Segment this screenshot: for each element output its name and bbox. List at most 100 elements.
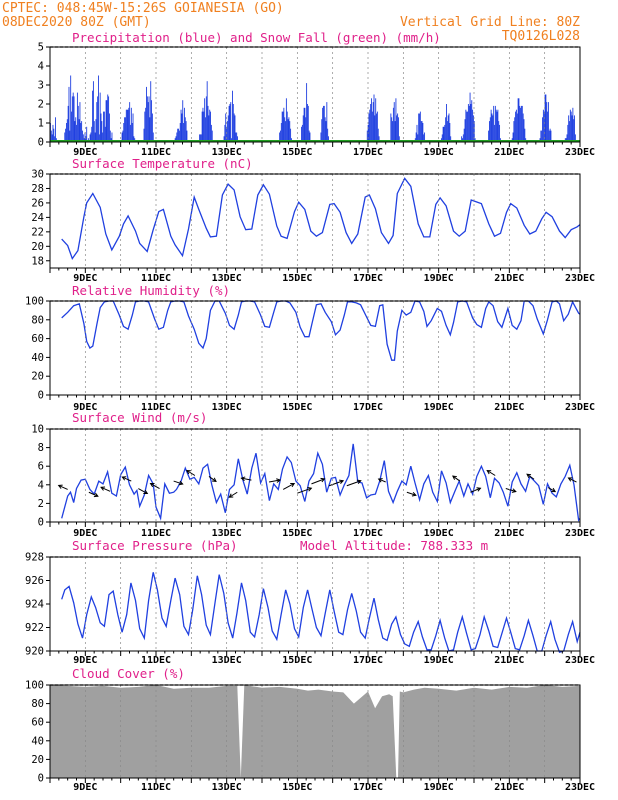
precip-bar	[146, 86, 147, 142]
precip-bar	[420, 121, 422, 142]
precip-bar	[143, 128, 145, 142]
precip-bar	[99, 92, 101, 142]
precip-bar	[152, 132, 154, 142]
precip-bar	[281, 111, 283, 142]
y-tick-label: 2	[38, 99, 44, 111]
panel-temp: Surface Temperature (nC) 18 20 22 24 26 28 30 9D…	[31, 156, 595, 284]
wind-arrow	[268, 478, 282, 483]
wind-arrow-shaft	[311, 478, 325, 485]
wind-arrow	[311, 477, 326, 485]
precip-bar	[70, 75, 72, 142]
precip-bar	[517, 98, 519, 142]
precip-bar	[569, 109, 571, 142]
precip-bar	[98, 75, 99, 142]
wind-arrow-shaft	[328, 480, 344, 487]
precip-bar	[121, 132, 123, 142]
wind-arrow-shaft	[186, 470, 196, 476]
precip-bar	[209, 109, 211, 142]
precip-bar	[574, 115, 576, 142]
x-tick-label: 15DEC	[282, 273, 312, 284]
precip-bar	[73, 96, 75, 142]
precip-bar	[94, 132, 96, 142]
precip-bar	[572, 107, 574, 142]
precip-bar	[514, 117, 516, 142]
wind-arrow-shaft	[138, 488, 148, 494]
precip-bar	[441, 134, 443, 142]
precip-bar	[549, 128, 551, 142]
precip-bar	[449, 123, 451, 142]
precip-bar	[86, 126, 88, 142]
x-tick-label: 17DEC	[353, 147, 383, 158]
precip-bar	[178, 130, 180, 142]
precip-bar	[366, 130, 368, 142]
wind-arrow-shaft	[406, 491, 417, 496]
precip-bar	[398, 136, 400, 142]
precip-bar	[107, 94, 109, 142]
precip-bar	[175, 136, 177, 142]
precip-bar	[512, 132, 514, 142]
y-tick-label: 22	[31, 226, 44, 238]
precip-bar	[183, 107, 185, 142]
x-tick-label: 13DEC	[212, 782, 242, 793]
precip-bar	[371, 111, 373, 142]
precip-bar	[569, 121, 570, 142]
wind-arrow	[228, 491, 238, 498]
precip-bar	[290, 128, 292, 142]
wind-arrow-shaft	[268, 479, 281, 483]
wind-arrow-head	[476, 487, 482, 492]
precip-bar	[67, 105, 69, 142]
precip-bar	[396, 115, 398, 142]
precip-bar	[199, 134, 201, 142]
precip-bar	[92, 90, 94, 142]
precip-bar	[226, 121, 228, 142]
precip-bar	[55, 117, 56, 142]
precip-bar	[71, 111, 72, 142]
wind-arrow	[240, 476, 252, 482]
y-tick-label: 0	[38, 137, 44, 149]
wind-arrow-shaft	[208, 476, 217, 482]
precip-bar	[206, 81, 208, 142]
precip-bar	[325, 121, 327, 142]
y-tick-label: 0	[38, 773, 44, 785]
precip-bar	[547, 111, 549, 142]
precip-bar	[229, 104, 231, 142]
wind-arrow	[547, 487, 557, 493]
x-tick-label: 11DEC	[141, 402, 171, 413]
precip-bar	[151, 100, 153, 142]
panel-title-wind: Surface Wind (m/s)	[72, 410, 207, 425]
precip-bar	[182, 100, 184, 142]
precip-bar	[96, 102, 98, 142]
x-tick-label: 11DEC	[141, 782, 171, 793]
precip-bar	[202, 107, 204, 142]
header-station: CPTEC: 048:45W-15:26S GOIANESIA (GO)	[2, 1, 284, 16]
precip-bar	[146, 96, 148, 142]
precip-bar	[285, 121, 286, 142]
precip-bar	[232, 104, 234, 142]
wind-arrow-head	[377, 478, 383, 483]
panel-wind: Surface Wind (m/s) 0 2 4 6 8 10 9DEC 11DEC 13DEC 1…	[31, 410, 595, 539]
wind-arrow-head	[307, 487, 313, 492]
precip-bar	[424, 132, 426, 142]
header-date: 08DEC2020 80Z (GMT)	[2, 15, 151, 30]
x-tick-label: 11DEC	[141, 273, 171, 284]
precip-bar	[521, 105, 522, 142]
precip-bar	[108, 113, 110, 142]
wind-arrow-head	[178, 480, 184, 486]
precip-bar	[547, 102, 549, 142]
precip-bar	[328, 136, 329, 142]
precip-bar	[544, 94, 546, 142]
wind-arrow	[149, 483, 160, 489]
precip-bar	[237, 136, 238, 142]
series-line-wind	[61, 443, 581, 522]
precip-bar	[81, 121, 83, 142]
precip-bar	[75, 117, 77, 142]
x-tick-label: 23DEC	[565, 655, 595, 666]
x-tick-label: 19DEC	[424, 402, 454, 413]
wind-arrow	[567, 477, 577, 483]
wind-arrow-head	[185, 469, 191, 475]
precip-bar	[392, 121, 393, 142]
wind-arrow-head	[290, 482, 296, 488]
precip-bar	[309, 132, 311, 142]
precip-bar	[106, 100, 108, 142]
precip-bar	[574, 134, 576, 142]
